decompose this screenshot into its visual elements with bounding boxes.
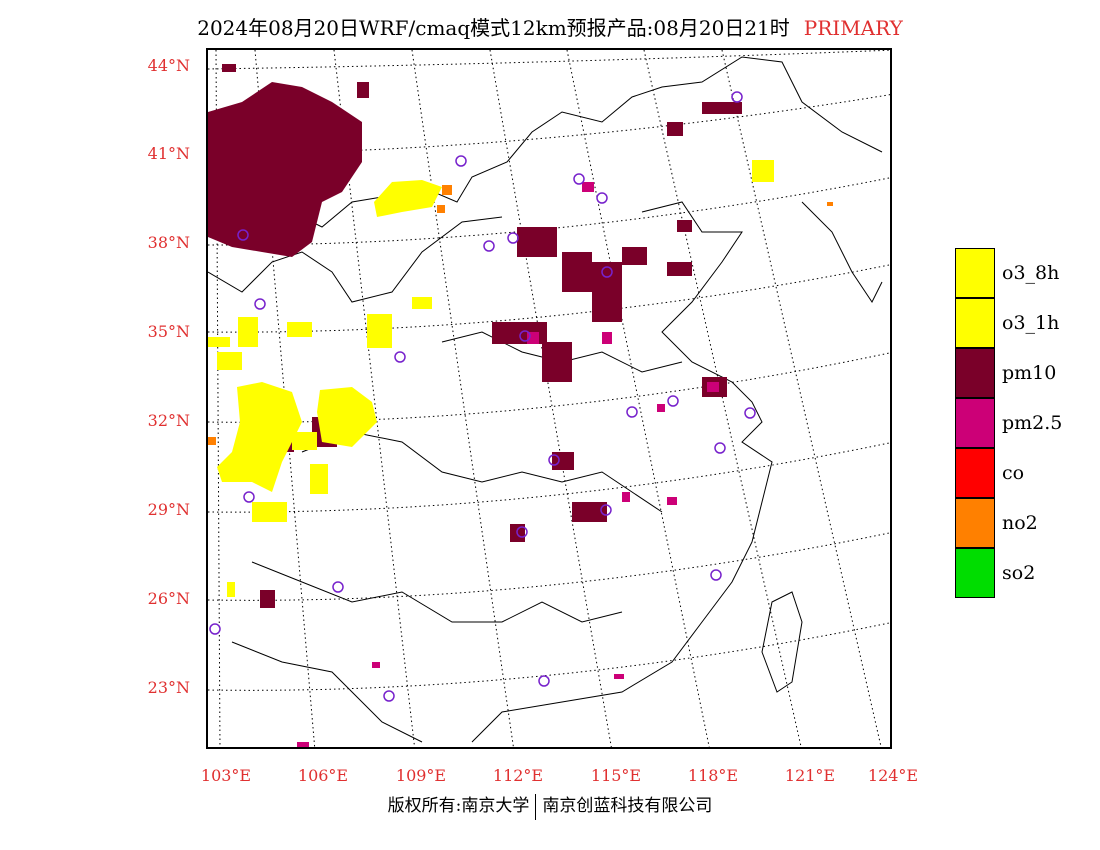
- legend-swatch: [955, 398, 995, 448]
- no2-areas: [208, 185, 833, 445]
- lon-label-106: 106°E: [297, 766, 349, 785]
- lat-label-35: 35°N: [147, 322, 190, 341]
- map-title: 2024年08月20日WRF/cmaq模式12km预报产品:08月20日21时 P…: [0, 12, 1100, 41]
- o3-areas: [208, 160, 774, 597]
- lon-label-124: 124°E: [867, 766, 919, 785]
- lat-label-29: 29°N: [147, 500, 190, 519]
- lon-label-109: 109°E: [395, 766, 447, 785]
- legend-label: so2: [1002, 562, 1036, 584]
- legend-item-so2: so2: [955, 548, 1095, 598]
- map-panel: [206, 48, 892, 749]
- legend-swatch: [955, 298, 995, 348]
- legend-label: no2: [1002, 512, 1038, 534]
- legend-item-pm10: pm10: [955, 348, 1095, 398]
- legend-item-no2: no2: [955, 498, 1095, 548]
- pm25-areas: [297, 182, 719, 747]
- legend-swatch: [955, 548, 995, 598]
- lon-label-112: 112°E: [492, 766, 544, 785]
- lon-label-115: 115°E: [590, 766, 642, 785]
- lon-label-121: 121°E: [784, 766, 836, 785]
- copyright-footer: 版权所有:南京大学 南京创蓝科技有限公司: [0, 791, 1100, 820]
- legend-item-o3-8h: o3_8h: [955, 248, 1095, 298]
- copyright-left: 版权所有:南京大学: [387, 796, 530, 816]
- legend-swatch: [955, 348, 995, 398]
- title-text: 2024年08月20日WRF/cmaq模式12km预报产品:08月20日21时: [197, 16, 790, 40]
- pollutant-legend: o3_8h o3_1h pm10 pm2.5 co no2 so2: [955, 248, 1095, 598]
- footer-divider: [535, 793, 537, 820]
- lat-label-38: 38°N: [147, 233, 190, 252]
- legend-swatch: [955, 498, 995, 548]
- legend-label: o3_8h: [1002, 262, 1060, 284]
- lat-label-23: 23°N: [147, 678, 190, 697]
- legend-label: co: [1002, 462, 1025, 484]
- copyright-right: 南京创蓝科技有限公司: [542, 796, 713, 816]
- pollution-map: [208, 50, 890, 747]
- legend-label: pm10: [1002, 362, 1057, 384]
- legend-item-pm25: pm2.5: [955, 398, 1095, 448]
- legend-swatch: [955, 448, 995, 498]
- lon-label-103: 103°E: [200, 766, 252, 785]
- legend-item-co: co: [955, 448, 1095, 498]
- legend-label: o3_1h: [1002, 312, 1060, 334]
- lat-label-44: 44°N: [147, 56, 190, 75]
- legend-label: pm2.5: [1002, 412, 1063, 434]
- lat-label-26: 26°N: [147, 589, 190, 608]
- lat-label-41: 41°N: [147, 144, 190, 163]
- legend-swatch: [955, 248, 995, 298]
- primary-tag: PRIMARY: [803, 16, 903, 40]
- lon-label-118: 118°E: [687, 766, 739, 785]
- station-markers: [209, 91, 756, 702]
- lat-label-32: 32°N: [147, 411, 190, 430]
- legend-item-o3-1h: o3_1h: [955, 298, 1095, 348]
